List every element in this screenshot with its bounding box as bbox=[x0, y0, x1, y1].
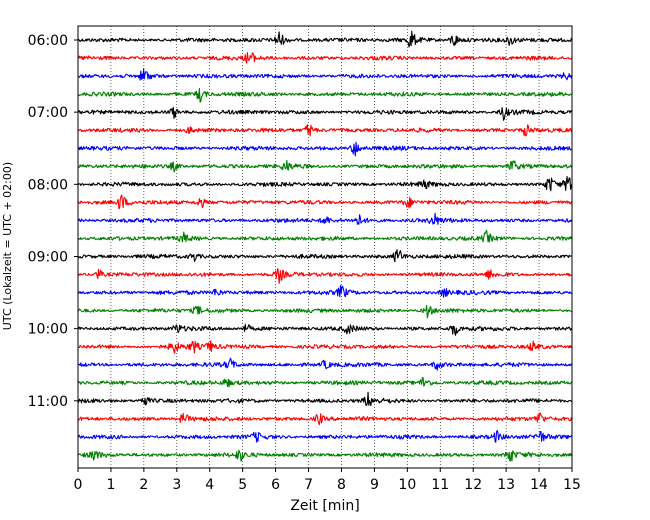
y-tick-label: 09:00 bbox=[28, 249, 68, 265]
seismogram-trace bbox=[77, 229, 573, 243]
y-axis: 06:00 07:00 08:00 09:00 10:00 11:00 bbox=[28, 33, 78, 410]
seismogram-trace bbox=[77, 141, 573, 157]
seismogram-trace bbox=[77, 176, 573, 192]
seismogram-trace bbox=[77, 357, 573, 371]
x-tick-label: 6 bbox=[271, 477, 280, 493]
traces-group bbox=[77, 30, 573, 462]
x-tick-label: 5 bbox=[238, 477, 247, 493]
x-tick-label: 4 bbox=[205, 477, 214, 493]
seismogram-trace bbox=[77, 304, 573, 319]
x-tick-label: 12 bbox=[464, 477, 482, 493]
seismogram-trace bbox=[77, 106, 573, 121]
seismogram-trace bbox=[77, 212, 573, 225]
x-tick-label: 13 bbox=[497, 477, 515, 493]
x-tick-label: 2 bbox=[139, 477, 148, 493]
x-axis: 0 1 2 3 4 5 6 7 8 9 10 11 12 13 14 15 bbox=[74, 468, 581, 493]
x-tick-label: 1 bbox=[106, 477, 115, 493]
seismogram-trace bbox=[77, 52, 573, 64]
seismogram-trace bbox=[77, 391, 573, 407]
y-tick-label: 07:00 bbox=[28, 105, 68, 121]
seismogram-trace bbox=[77, 449, 573, 462]
y-axis-label: UTC (Lokalzeit = UTC + 02:00) bbox=[1, 162, 14, 330]
x-tick-label: 3 bbox=[172, 477, 181, 493]
seismogram-trace bbox=[77, 377, 573, 388]
seismogram-trace bbox=[77, 68, 573, 81]
x-tick-label: 0 bbox=[74, 477, 83, 493]
y-tick-label: 08:00 bbox=[28, 177, 68, 193]
seismogram-trace bbox=[77, 124, 573, 137]
x-tick-label: 15 bbox=[563, 477, 581, 493]
y-tick-label: 11:00 bbox=[28, 394, 68, 410]
seismogram-trace bbox=[77, 194, 573, 210]
seismogram-trace bbox=[77, 249, 573, 263]
x-tick-label: 10 bbox=[398, 477, 416, 493]
seismogram-trace bbox=[77, 159, 573, 173]
x-tick-label: 7 bbox=[304, 477, 313, 493]
seismogram-trace bbox=[77, 323, 573, 336]
x-tick-label: 8 bbox=[337, 477, 346, 493]
x-tick-label: 9 bbox=[370, 477, 379, 493]
y-tick-label: 10:00 bbox=[28, 322, 68, 338]
seismogram-trace bbox=[77, 87, 573, 103]
seismogram-trace bbox=[77, 284, 573, 298]
y-tick-label: 06:00 bbox=[28, 33, 68, 49]
x-tick-label: 11 bbox=[431, 477, 449, 493]
plot-frame bbox=[77, 25, 573, 469]
x-axis-label: Zeit [min] bbox=[290, 498, 359, 514]
seismogram-trace bbox=[77, 412, 573, 426]
seismogram-trace bbox=[77, 267, 573, 284]
seismogram-trace bbox=[77, 30, 573, 48]
seismogram-trace bbox=[77, 340, 573, 354]
x-tick-label: 14 bbox=[530, 477, 548, 493]
seismogram-trace bbox=[77, 429, 573, 443]
